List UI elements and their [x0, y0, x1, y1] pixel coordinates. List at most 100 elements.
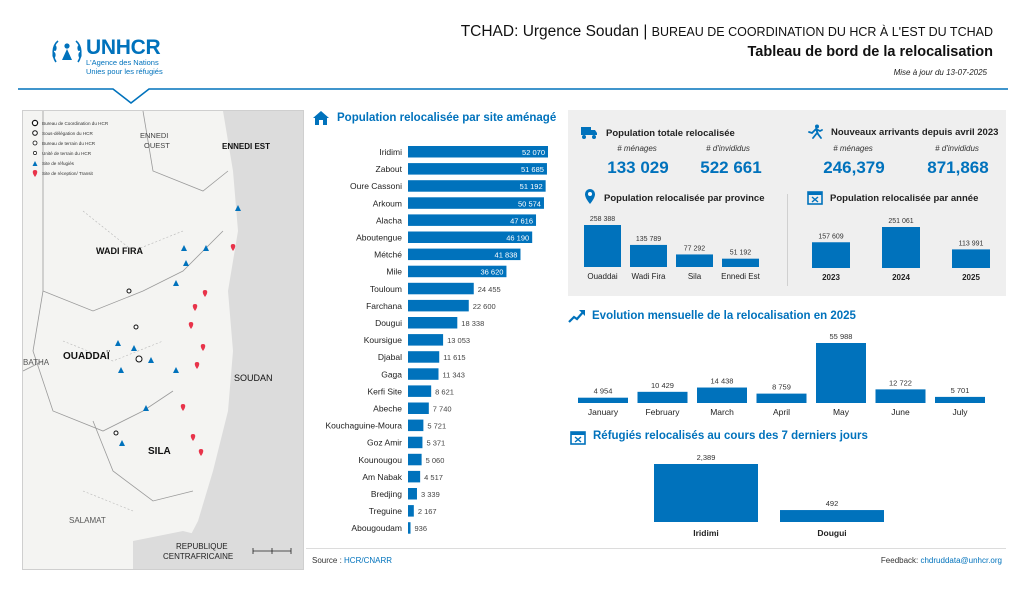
new-menages-label: # ménages: [833, 144, 873, 153]
legend-item: Site de réception/ Transit: [42, 171, 93, 176]
site-value-label: 5 721: [427, 422, 446, 431]
site-value-label: 13 053: [447, 336, 470, 345]
map-legend-text: Bureau de Coordination du HCR Sous-délég…: [42, 119, 108, 179]
month-category-label: April: [773, 407, 790, 417]
site-value-label: 7 740: [433, 405, 452, 414]
site-label: Abougoudam: [351, 523, 402, 533]
province-value-label: 77 292: [684, 245, 706, 252]
month-bar: [578, 397, 628, 403]
total-individus-value: 522 661: [700, 158, 762, 177]
site-value-label: 5 371: [426, 439, 445, 448]
new-menages-value: 246,379: [823, 158, 885, 177]
site-label: Djabal: [378, 352, 402, 362]
year-value-label: 251 061: [888, 218, 913, 225]
site-label: Kounougou: [359, 455, 403, 465]
month-bar: [697, 387, 747, 403]
month-bar: [935, 396, 985, 403]
page-title: TCHAD: Urgence Soudan | BUREAU DE COORDI…: [461, 23, 993, 41]
site-label: Arkoum: [373, 198, 402, 208]
year-value-label: 113 991: [959, 240, 984, 247]
svg-text:ENNEDI: ENNEDI: [140, 131, 168, 140]
days-value-label: 492: [826, 499, 839, 508]
site-value-label: 3 339: [421, 490, 440, 499]
site-value-label: 24 455: [478, 285, 501, 294]
site-bar: [408, 180, 546, 192]
title-separator: |: [639, 23, 652, 40]
province-bar: [676, 254, 713, 267]
svg-text:SALAMAT: SALAMAT: [69, 516, 106, 525]
site-label: Métché: [374, 250, 402, 260]
svg-text:OUADDAÏ: OUADDAÏ: [63, 349, 110, 362]
source-label: Source :: [312, 556, 345, 565]
site-bar: [408, 299, 469, 312]
site-bar: [408, 436, 423, 449]
province-category-label: Ouaddai: [587, 272, 617, 281]
site-bar: [408, 453, 422, 466]
total-title: Population totale relocalisée: [606, 128, 735, 139]
legend-item: Bureau de Coordination du HCR: [42, 121, 109, 126]
days-bar-chart: 2,389 Iridimi 492 Dougui: [654, 453, 884, 538]
site-bar: [408, 146, 548, 158]
monthly-bar-chart: 4 954 January 10 429 February 14 438 March 8 7…: [578, 332, 985, 417]
site-label: Farchana: [366, 301, 402, 311]
site-bar: [408, 470, 421, 483]
year-bar: [812, 242, 850, 268]
org-tagline-1: L'Agence des Nations: [86, 58, 159, 67]
svg-text:CENTRAFRICAINE: CENTRAFRICAINE: [163, 552, 233, 561]
feedback-label: Feedback:: [880, 556, 921, 565]
source-note: Source : HCR/CNARR: [312, 556, 392, 565]
source-link[interactable]: HCR/CNARR: [344, 556, 393, 565]
site-label: Dougui: [375, 318, 402, 328]
calendar-icon: [807, 191, 823, 205]
province-value-label: 51 192: [730, 250, 752, 257]
panel-divider: [787, 194, 788, 286]
title-main: TCHAD: Urgence Soudan: [460, 23, 640, 40]
new-arrivals-title: Nouveaux arrivants depuis avril 2023: [831, 127, 999, 138]
site-bar: [408, 419, 424, 432]
year-value-label: 157 609: [818, 233, 843, 240]
site-bar: [408, 163, 547, 175]
site-label: Gaga: [381, 369, 402, 379]
trend-up-icon: [568, 310, 585, 323]
site-bar: [408, 248, 521, 261]
province-bar: [630, 244, 667, 267]
total-menages-label: # ménages: [617, 144, 657, 153]
site-value-label: 51 685: [521, 165, 544, 174]
site-bar: [408, 368, 439, 380]
site-value-label: 8 621: [435, 387, 454, 396]
org-tagline-2: Unies pour les réfugiés: [86, 67, 163, 76]
year-title: Population relocalisée par année: [830, 193, 979, 204]
days-bar: [654, 464, 758, 522]
site-bar: [408, 214, 537, 226]
province-bar: [722, 258, 759, 267]
site-label: Aboutengue: [356, 233, 402, 243]
monthly-title: Evolution mensuelle de la relocalisation…: [592, 310, 856, 322]
legend-item: Unité de terrain du HCR: [42, 151, 92, 156]
province-category-label: Sila: [688, 272, 702, 281]
month-value-label: 12 722: [889, 378, 912, 387]
feedback-note: Feedback: chdruddata@unhcr.org: [881, 556, 1002, 565]
site-value-label: 41 838: [495, 251, 518, 260]
days-value-label: 2,389: [697, 453, 716, 462]
site-value-label: 52 070: [522, 148, 545, 157]
org-logo-text: UNHCR: [86, 36, 161, 59]
site-label: Treguine: [369, 506, 403, 516]
days-category-label: Iridimi: [693, 528, 719, 538]
footer-rule: [306, 548, 1006, 549]
province-value-label: 258 388: [590, 216, 615, 223]
site-value-label: 4 517: [424, 473, 443, 482]
feedback-email-link[interactable]: chdruddata@unhcr.org: [920, 556, 1002, 565]
total-individus-label: # d'invididus: [706, 144, 750, 153]
days-title: Réfugiés relocalisés au cours des 7 dern…: [593, 430, 868, 442]
year-bar: [882, 227, 920, 268]
site-bar: [408, 197, 544, 209]
month-category-label: July: [952, 407, 968, 417]
site-value-label: 11 343: [442, 370, 464, 379]
site-bar: [408, 488, 417, 500]
month-value-label: 5 701: [951, 386, 970, 395]
site-label: Mile: [386, 267, 402, 277]
site-bar: [408, 505, 414, 517]
site-bar: [408, 522, 411, 534]
province-category-label: Wadi Fira: [632, 272, 666, 281]
month-value-label: 4 954: [594, 387, 613, 396]
